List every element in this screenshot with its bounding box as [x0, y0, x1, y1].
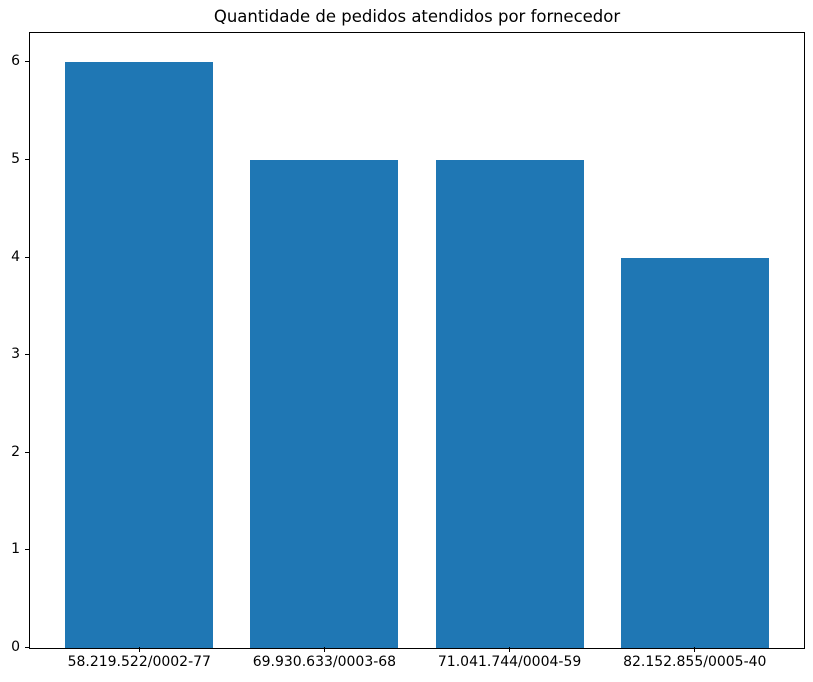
y-tick-label: 4 [11, 248, 20, 265]
bar [620, 257, 769, 648]
y-tick-mark [25, 354, 29, 356]
x-tick-mark [138, 647, 140, 652]
y-tick-label: 6 [11, 53, 20, 70]
y-tick-mark [25, 647, 29, 648]
y-tick-mark [25, 256, 29, 258]
plot-area: 58.219.522/0002-77 69.930.633/0003-68 71.0… [11, 32, 805, 670]
bar [65, 62, 214, 648]
bar [250, 159, 399, 648]
bar [435, 159, 584, 648]
y-tick-label: 3 [11, 346, 20, 363]
y-tick-label: 5 [11, 150, 20, 167]
x-tick-mark [323, 647, 325, 652]
y-tick-label: 2 [11, 443, 20, 460]
x-tick-label: 71.041.744/0004-59 [437, 654, 582, 670]
x-tick-mark [694, 647, 696, 652]
y-tick-mark [25, 549, 29, 551]
y-tick-label: 0 [11, 639, 20, 655]
x-tick-label: 82.152.855/0005-40 [623, 654, 767, 670]
chart-title: Quantidade de pedidos atendidos por forn… [213, 7, 621, 26]
x-tick-mark [509, 647, 511, 652]
y-tick-mark [25, 158, 29, 160]
y-tick-mark [25, 61, 29, 63]
y-tick-label: 1 [11, 541, 20, 558]
x-tick-label: 58.219.522/0002-77 [67, 654, 211, 670]
y-tick-mark [25, 451, 29, 453]
x-tick-label: 69.930.633/0003-68 [252, 654, 397, 670]
